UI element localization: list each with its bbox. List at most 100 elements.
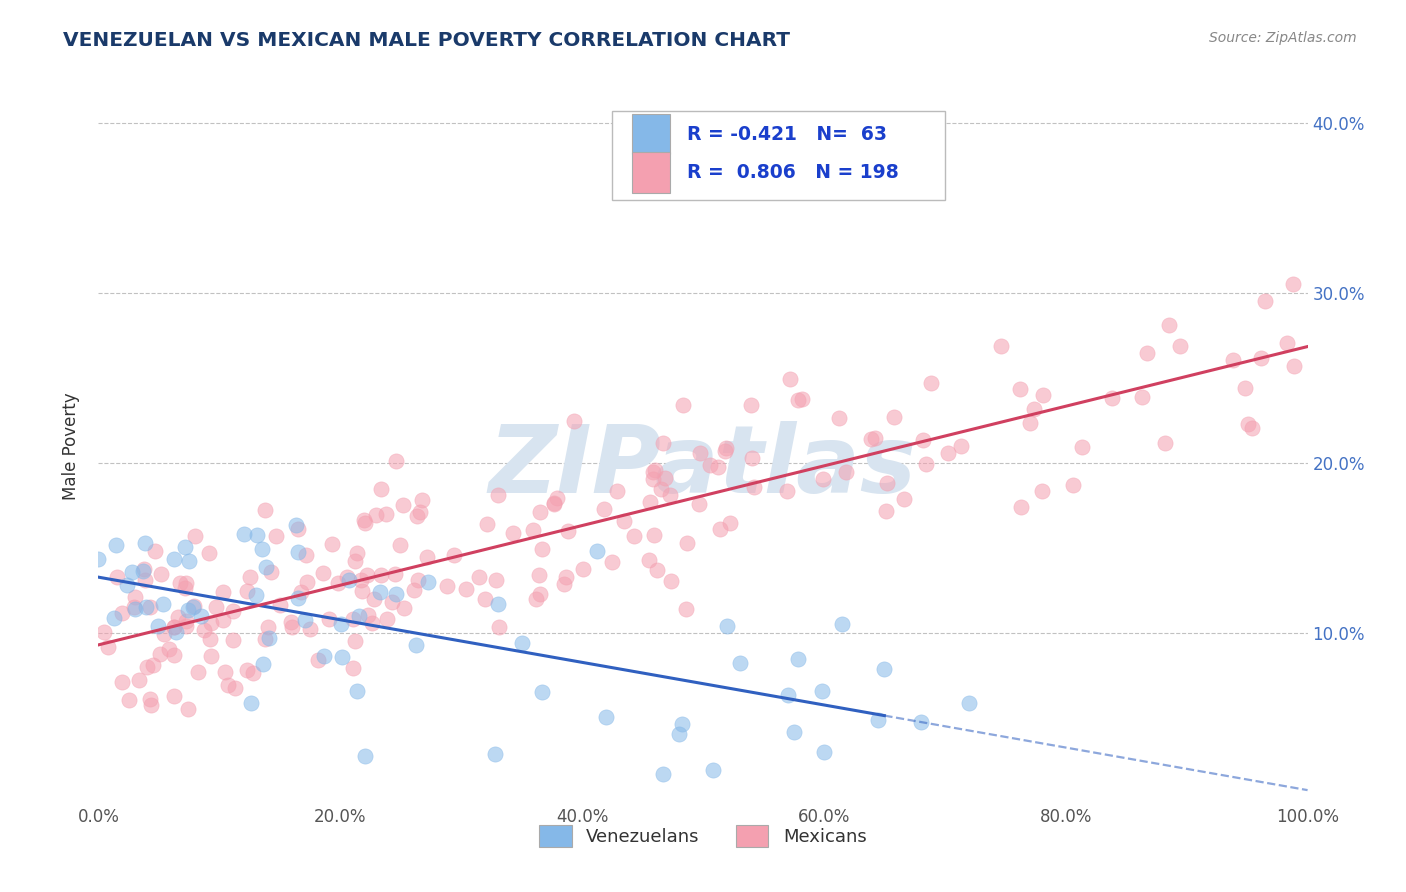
Point (269, 598, 291, 612)
Point (342, 660, 364, 674)
Point (783, 725, 806, 739)
Point (239, 696, 262, 710)
Point (163, 620, 186, 634)
Point (153, 627, 176, 641)
Point (184, 529, 207, 543)
Point (637, 553, 659, 567)
Point (232, 527, 254, 541)
Point (555, 570, 578, 584)
FancyBboxPatch shape (631, 114, 671, 154)
Point (353, 748, 375, 763)
Point (828, 411, 851, 425)
Point (557, 524, 579, 539)
Point (652, 436, 675, 450)
Point (344, 554, 367, 568)
Point (654, 471, 676, 485)
Point (531, 541, 554, 556)
Point (910, 714, 932, 729)
Point (740, 398, 762, 412)
Point (392, 601, 415, 615)
Point (290, 585, 312, 599)
Point (176, 619, 198, 633)
Point (134, 536, 156, 550)
Point (641, 472, 664, 486)
Point (174, 581, 197, 595)
Point (214, 665, 236, 679)
Point (93, 625, 115, 640)
Point (873, 662, 896, 676)
Point (111, 606, 134, 620)
Point (860, 432, 883, 446)
Point (103, 610, 125, 624)
Point (659, 488, 682, 502)
Point (405, 638, 427, 652)
Point (146, 619, 169, 633)
Point (1062, 478, 1084, 492)
Point (486, 488, 509, 502)
Point (264, 529, 287, 543)
Point (287, 545, 309, 559)
Point (921, 376, 943, 390)
Point (699, 458, 721, 473)
Point (312, 566, 335, 580)
Point (883, 409, 905, 424)
Point (287, 591, 309, 606)
Text: ZIPatlas: ZIPatlas (489, 421, 917, 514)
Point (1071, 440, 1094, 454)
Point (474, 591, 496, 606)
Point (162, 552, 184, 566)
Point (235, 584, 257, 599)
Point (1024, 401, 1046, 416)
Point (1008, 382, 1031, 396)
Point (811, 684, 834, 698)
Point (239, 569, 262, 583)
Point (370, 482, 392, 496)
Point (718, 516, 741, 531)
Point (280, 615, 302, 630)
Point (524, 591, 547, 606)
Point (876, 475, 898, 490)
Point (177, 554, 200, 568)
Point (356, 567, 378, 582)
Point (217, 678, 239, 692)
Point (105, 538, 128, 552)
Point (254, 560, 277, 574)
Point (332, 649, 354, 664)
Point (714, 443, 737, 458)
Point (1136, 346, 1159, 360)
Point (287, 522, 309, 536)
Point (236, 664, 259, 678)
Point (139, 599, 162, 614)
Point (121, 565, 143, 579)
Point (716, 619, 738, 633)
Point (468, 569, 491, 583)
Point (1019, 416, 1042, 430)
Point (122, 599, 145, 614)
Point (688, 497, 710, 511)
Point (531, 685, 554, 699)
Point (936, 445, 959, 459)
Point (1130, 390, 1153, 404)
Point (163, 619, 186, 633)
Point (200, 649, 222, 664)
Point (585, 544, 607, 558)
Point (813, 745, 835, 759)
Point (595, 710, 617, 724)
Point (370, 567, 392, 582)
Point (307, 653, 329, 667)
Point (406, 509, 429, 524)
Point (357, 607, 380, 622)
Point (312, 649, 335, 664)
Point (150, 566, 173, 581)
Point (128, 673, 150, 687)
Point (606, 484, 628, 499)
Point (813, 472, 835, 486)
Point (252, 657, 274, 671)
Point (183, 599, 205, 613)
Text: R = -0.421   N=  63: R = -0.421 N= 63 (688, 125, 887, 144)
Point (284, 517, 307, 532)
Point (702, 763, 724, 777)
Point (779, 371, 801, 385)
Point (527, 567, 550, 582)
Point (350, 574, 373, 588)
